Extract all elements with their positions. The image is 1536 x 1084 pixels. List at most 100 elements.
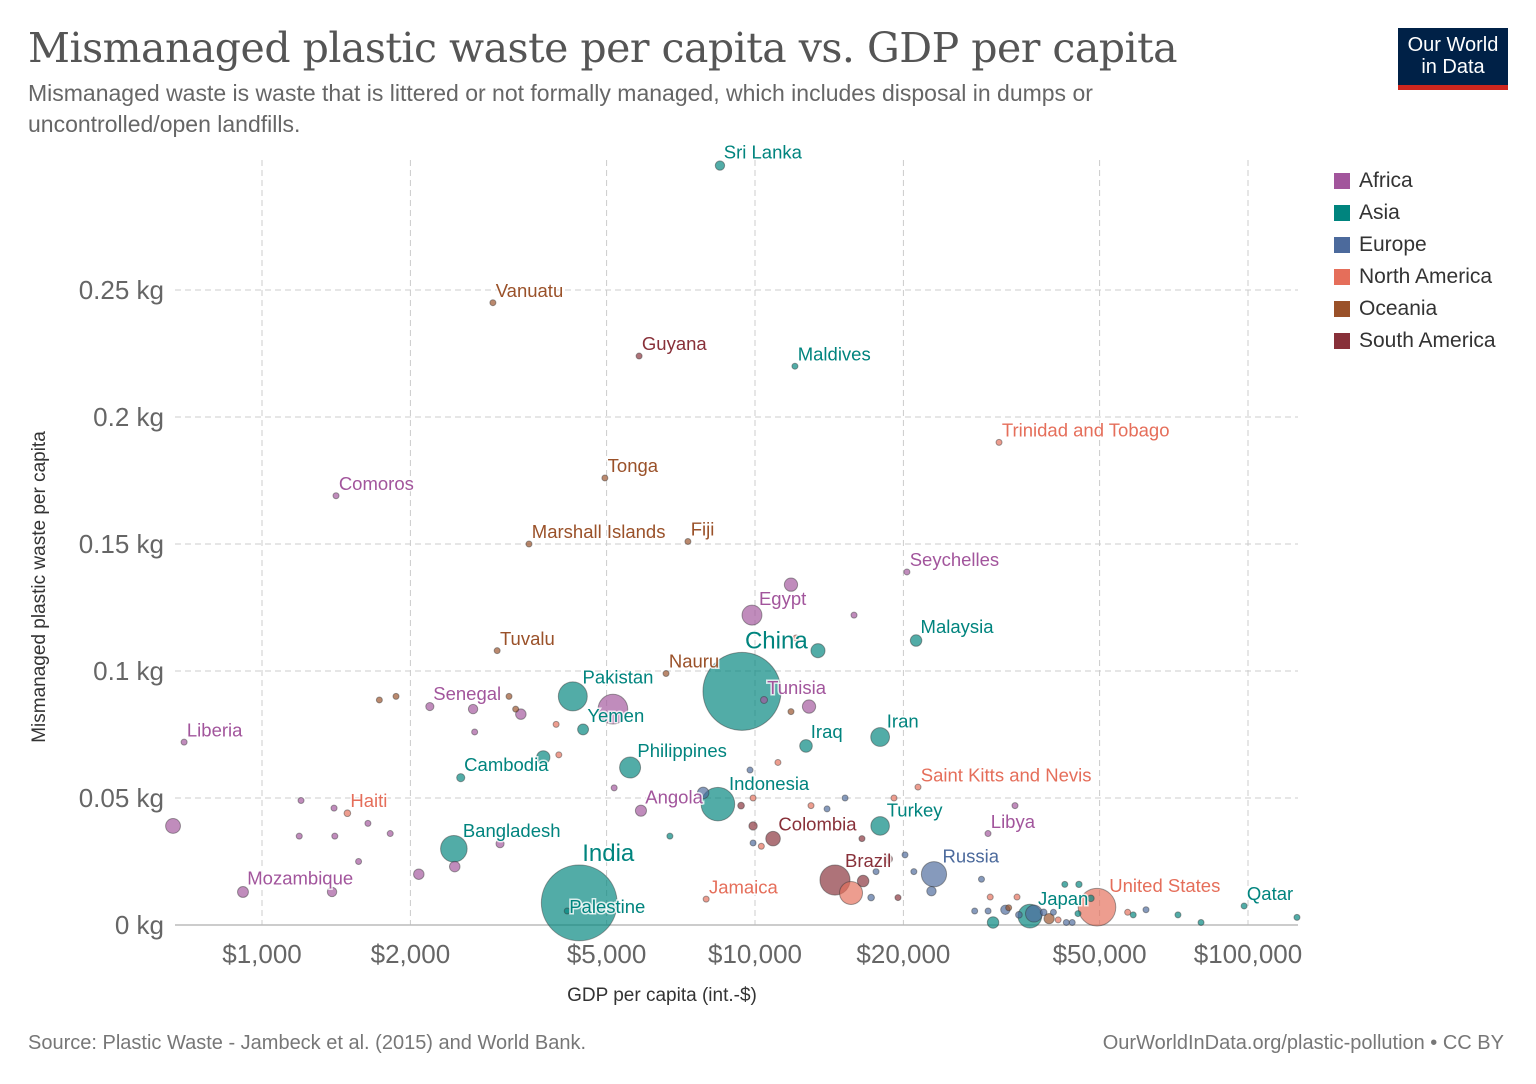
data-point [1075,880,1083,889]
legend-label: Africa [1359,169,1413,192]
point-label: Philippines [637,740,726,761]
data-point [1061,880,1069,888]
point-label: Cambodia [464,754,549,775]
point-label: Iraq [811,721,843,742]
data-point [867,893,875,902]
legend-swatch [1334,205,1350,221]
data-point [1043,913,1055,925]
data-point [1068,918,1076,926]
point-label: Egypt [759,588,806,609]
data-point [910,868,918,876]
data-point [903,568,911,576]
data-point [894,894,902,902]
data-point [555,751,563,759]
owid-logo[interactable]: Our World in Data [1398,28,1508,90]
point-label: Maldives [798,343,871,364]
data-point [1142,906,1150,914]
data-point [749,794,757,802]
point-label: Tonga [608,455,659,476]
data-point [746,766,754,774]
data-point [741,604,763,626]
data-point [870,727,891,747]
data-point [883,854,893,864]
source-url[interactable]: OurWorldInData.org/plastic-pollution • C… [1102,1032,1504,1054]
legend-item[interactable]: South America [1334,325,1496,357]
data-point [331,832,339,840]
data-point [237,886,249,898]
data-point [1062,918,1070,926]
legend-label: Europe [1359,233,1427,256]
legend-item[interactable]: Oceania [1334,293,1496,325]
data-point [515,708,527,720]
point-label: Russia [943,846,1000,867]
data-point [765,830,781,847]
point-label: Libya [991,811,1036,832]
data-point [872,868,880,876]
data-point [326,886,338,898]
point-label: Saint Kitts and Nevis [921,764,1092,785]
legend-item[interactable]: Asia [1334,197,1496,229]
data-point [467,703,479,715]
x-axis-title: GDP per capita (int.-$) [567,985,757,1006]
point-label: Comoros [339,473,414,494]
data-point [495,839,505,849]
data-point [856,874,870,888]
y-tick-label: 0.1 kg [93,656,164,686]
data-point [977,875,985,883]
x-tick-label: $2,000 [371,939,451,969]
data-point [355,858,363,865]
legend-swatch [1334,269,1350,285]
data-point [799,739,813,753]
y-tick-label: 0.15 kg [79,529,164,559]
logo-line-2: in Data [1421,56,1485,78]
data-point [791,362,799,370]
legend-swatch [1334,333,1350,349]
data-point [984,907,992,915]
point-label: Nauru [669,651,719,672]
data-point [425,701,435,712]
data-point [413,868,425,880]
data-point [540,864,618,942]
data-point [297,797,305,805]
data-point [330,804,338,812]
chart-title: Mismanaged plastic waste per capita vs. … [28,24,1178,72]
data-point [971,907,979,915]
data-point [493,647,501,655]
point-label: China [745,627,808,654]
data-point [557,681,588,712]
data-point [180,738,188,746]
legend-item[interactable]: North America [1334,261,1496,293]
data-point [1124,908,1132,916]
data-point [448,860,461,873]
data-point [1039,908,1048,917]
point-label: Tunisia [767,677,827,698]
data-point [774,758,782,766]
point-label: Japan [1038,888,1088,909]
point-label: Tuvalu [500,628,555,649]
x-tick-label: $1,000 [222,939,302,969]
data-point [577,723,590,736]
data-point [748,821,758,831]
point-label: Qatar [1247,883,1293,904]
point-label: Fiji [691,519,715,540]
point-label: India [582,840,635,867]
data-point [995,438,1003,446]
data-point [714,160,726,171]
data-point [749,839,757,847]
data-point [1011,802,1019,810]
point-label: Vanuatu [496,280,564,301]
point-label: United States [1109,875,1220,896]
data-point [295,832,303,840]
data-point [807,802,815,810]
data-point [1174,911,1182,919]
data-point [563,907,571,915]
logo-line-1: Our World [1407,34,1499,56]
data-point [1240,902,1248,910]
point-label: Iran [887,710,919,731]
legend-item[interactable]: Europe [1334,229,1496,261]
data-point [787,708,795,716]
data-point [986,893,994,901]
y-tick-label: 0 kg [115,910,164,940]
legend-item[interactable]: Africa [1334,165,1496,197]
data-point [702,651,782,731]
